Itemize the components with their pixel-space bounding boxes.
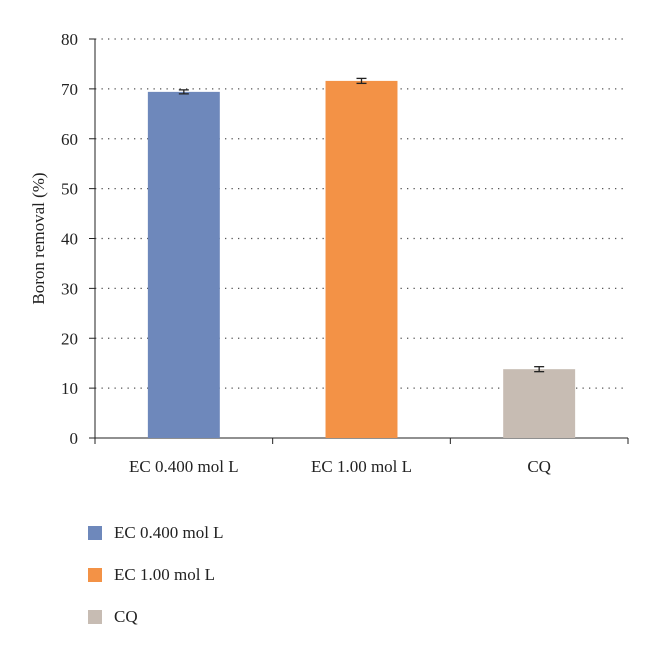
legend-item: EC 1.00 mol L xyxy=(88,564,224,586)
bar-chart: 0 10 20 30 40 50 60 70 80 EC 0.400 mol L EC 1.00 … xyxy=(29,30,629,476)
x-tick-label: EC 1.00 mol L xyxy=(311,457,412,476)
y-axis: 0 10 20 30 40 50 60 70 80 xyxy=(61,30,96,448)
y-tick-label: 0 xyxy=(70,429,79,448)
legend-swatch xyxy=(88,568,102,582)
x-tick-label: CQ xyxy=(527,457,551,476)
y-tick-label: 30 xyxy=(61,279,78,298)
legend-item: CQ xyxy=(88,606,224,628)
bars xyxy=(147,80,576,439)
legend-label: EC 1.00 mol L xyxy=(114,565,216,584)
y-tick-label: 10 xyxy=(61,379,78,398)
legend-item: EC 0.400 mol L xyxy=(88,522,224,544)
y-tick-label: 70 xyxy=(61,80,78,99)
legend-swatch xyxy=(88,526,102,540)
y-tick-label: 60 xyxy=(61,130,78,149)
x-axis: EC 0.400 mol L EC 1.00 mol L CQ xyxy=(94,437,629,476)
y-tick-label: 20 xyxy=(61,329,78,348)
y-tick-label: 40 xyxy=(61,230,78,249)
legend-label: CQ xyxy=(114,607,138,626)
bar xyxy=(503,369,576,438)
error-bars xyxy=(178,77,545,373)
bar xyxy=(147,91,220,439)
y-tick-label: 50 xyxy=(61,180,78,199)
bar xyxy=(325,80,398,439)
legend: EC 0.400 mol L EC 1.00 mol L CQ xyxy=(88,522,224,648)
x-tick-label: EC 0.400 mol L xyxy=(129,457,239,476)
y-axis-title: Boron removal (%) xyxy=(29,172,48,304)
legend-swatch xyxy=(88,610,102,624)
y-tick-label: 80 xyxy=(61,30,78,49)
legend-label: EC 0.400 mol L xyxy=(114,523,224,542)
